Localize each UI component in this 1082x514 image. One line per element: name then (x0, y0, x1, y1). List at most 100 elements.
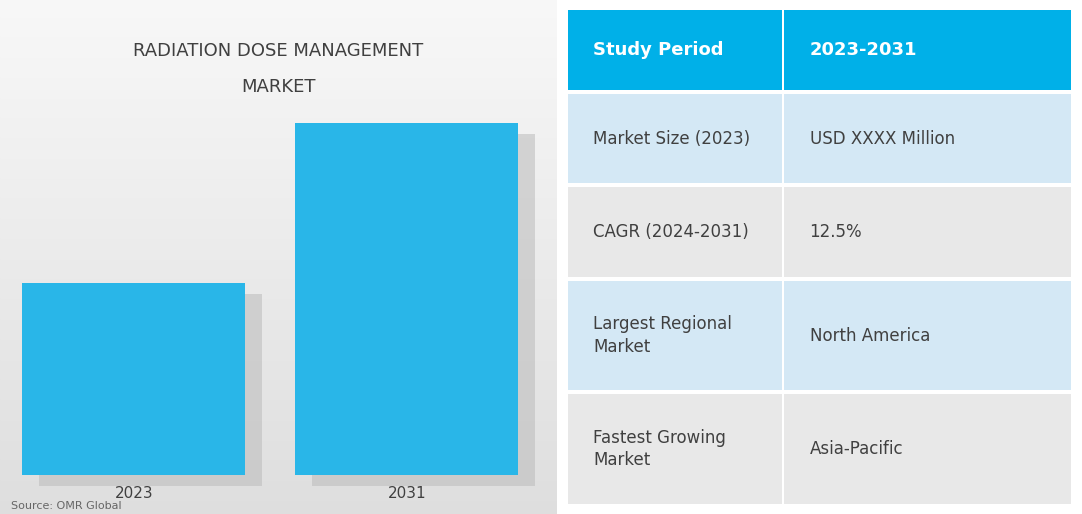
Bar (0, 118, 557, 120)
Text: 2023-2031: 2023-2031 (809, 41, 918, 59)
Bar (0, 291, 557, 293)
Bar (0, 401, 557, 402)
Bar (0, 235, 557, 236)
Bar (0, 466, 557, 468)
Bar (0, 202, 557, 204)
Bar (0, 351, 557, 353)
Bar (0, 7, 557, 9)
Bar (0, 120, 557, 122)
Bar (0, 442, 557, 444)
Bar (0, 240, 557, 242)
Bar (0, 170, 557, 171)
Bar (0, 84, 557, 86)
Bar (0, 72, 557, 74)
Bar (0, 132, 557, 134)
Bar (0, 164, 557, 166)
Bar (0, 420, 557, 421)
Bar (568, 281, 782, 390)
Bar (0, 89, 557, 91)
Bar (0, 86, 557, 87)
Bar (0, 48, 557, 50)
Bar (0, 236, 557, 238)
Bar (0, 387, 557, 389)
Bar (0, 204, 557, 206)
Text: Asia-Pacific: Asia-Pacific (809, 440, 903, 458)
Bar (0, 31, 557, 32)
Bar (568, 10, 782, 90)
Bar (0, 17, 557, 19)
Text: 2023: 2023 (115, 486, 153, 501)
Bar (0, 478, 557, 480)
Bar (0, 394, 557, 396)
Bar (0, 456, 557, 457)
Bar (0, 159, 557, 161)
Bar (0, 117, 557, 118)
Bar (0, 24, 557, 26)
Bar (0, 247, 557, 248)
Bar (0, 134, 557, 135)
Bar (0, 183, 557, 185)
Bar (0, 5, 557, 7)
Bar (0, 495, 557, 497)
Bar (0, 413, 557, 415)
Bar (0, 40, 557, 41)
Bar (0, 307, 557, 308)
Bar (0, 166, 557, 168)
Bar (0, 397, 557, 399)
Bar (0, 103, 557, 104)
Bar (0, 451, 557, 452)
Bar (0, 430, 557, 432)
Bar (784, 394, 1071, 504)
Bar (0, 327, 557, 329)
Bar (0, 389, 557, 391)
Bar (0, 50, 557, 51)
Bar (312, 134, 535, 486)
Bar (0, 302, 557, 303)
Bar (0, 74, 557, 76)
Bar (0, 405, 557, 406)
Bar (0, 70, 557, 72)
Bar (0, 122, 557, 123)
Bar (0, 82, 557, 84)
Bar (0, 338, 557, 339)
Text: 12.5%: 12.5% (809, 223, 862, 241)
Bar (0, 358, 557, 360)
Bar (0, 281, 557, 283)
Bar (0, 396, 557, 397)
Bar (0, 199, 557, 200)
Bar (0, 370, 557, 372)
Bar (0, 233, 557, 235)
Bar (0, 355, 557, 356)
Bar (0, 226, 557, 228)
Bar (0, 322, 557, 324)
Bar (0, 266, 557, 267)
Bar (0, 408, 557, 410)
Bar (0, 253, 557, 255)
Bar (0, 46, 557, 48)
Bar (0, 415, 557, 416)
Bar (0, 38, 557, 40)
Bar (0, 425, 557, 427)
Bar (0, 197, 557, 199)
Bar (0, 168, 557, 170)
Bar (0, 483, 557, 485)
Bar (0, 58, 557, 60)
Bar (0, 127, 557, 128)
Bar (0, 26, 557, 27)
Bar (0, 507, 557, 509)
Bar (0, 14, 557, 15)
Bar (0, 106, 557, 108)
Bar (0, 206, 557, 207)
Bar (0, 214, 557, 216)
Bar (0, 262, 557, 264)
Bar (0, 130, 557, 132)
Bar (0, 325, 557, 327)
Bar (0, 427, 557, 428)
Bar (0, 276, 557, 278)
Bar (0, 476, 557, 478)
Bar (0, 79, 557, 81)
Bar (0, 113, 557, 115)
Bar (0, 512, 557, 514)
Bar (0, 108, 557, 109)
Bar (0, 216, 557, 217)
